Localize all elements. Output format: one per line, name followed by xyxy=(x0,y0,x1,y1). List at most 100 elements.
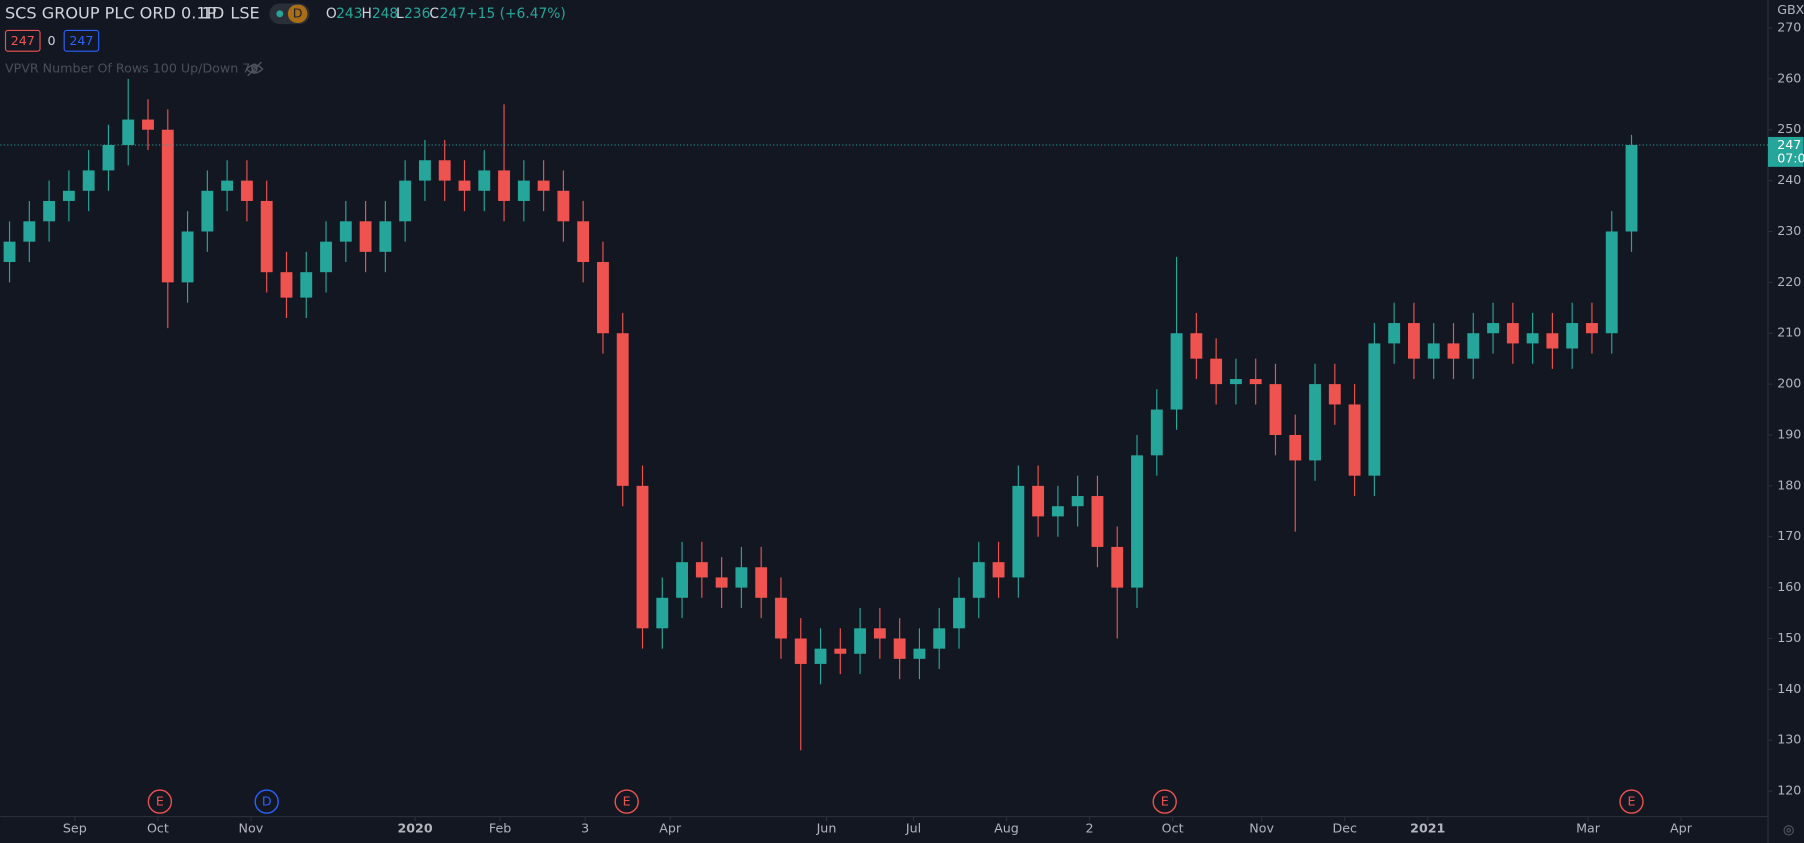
event-marker xyxy=(147,789,173,814)
candle-body xyxy=(43,200,56,222)
legend-low-label: L xyxy=(396,6,404,22)
candle-body xyxy=(142,119,154,130)
candle-body xyxy=(438,160,451,181)
candle-body xyxy=(1506,323,1519,344)
event-label: E xyxy=(156,794,164,809)
legend-close-label: C xyxy=(429,6,439,22)
badge: D xyxy=(293,5,303,20)
buy-price[interactable]: 247 xyxy=(69,33,93,48)
candle-body xyxy=(933,628,946,649)
y-tick-label: 190 xyxy=(1777,426,1801,441)
x-tick-label: Nov xyxy=(1249,821,1274,836)
event-label: E xyxy=(623,794,631,809)
candle-body xyxy=(1447,343,1460,359)
y-tick-label: 120 xyxy=(1777,783,1801,798)
candle-body xyxy=(1586,323,1598,334)
event-marker xyxy=(1619,789,1644,814)
candle-body xyxy=(240,180,253,201)
x-tick-label: Jul xyxy=(905,821,921,836)
candle-body xyxy=(794,638,807,664)
x-tick-label: Oct xyxy=(1162,821,1184,836)
candle-body xyxy=(1348,404,1361,476)
candle-body xyxy=(1625,144,1638,232)
candle-body xyxy=(577,221,590,263)
candle-body xyxy=(992,562,1005,578)
candle-body xyxy=(1210,358,1223,385)
candle-body xyxy=(498,170,510,201)
x-tick-label: 2020 xyxy=(397,821,432,836)
x-tick-label: Dec xyxy=(1332,821,1357,836)
candle-body xyxy=(300,272,313,298)
y-tick-label: 200 xyxy=(1777,376,1801,391)
event-marker xyxy=(614,789,639,814)
symbol-title: SCS GROUP PLC ORD 0.1P xyxy=(5,3,217,22)
candle-body xyxy=(873,628,886,639)
sell-price[interactable]: 247 xyxy=(11,33,35,48)
candle-body xyxy=(221,180,234,191)
candle-body xyxy=(181,231,194,283)
candle-body xyxy=(23,221,36,242)
legend-high-label: H xyxy=(361,6,371,22)
candle-body xyxy=(1131,455,1143,588)
y-tick-label: 170 xyxy=(1777,528,1801,543)
y-tick-label: 130 xyxy=(1777,732,1801,747)
candle-body xyxy=(1388,323,1401,344)
candle-body xyxy=(1309,384,1321,461)
candle-body xyxy=(260,200,273,273)
candle-body xyxy=(1269,384,1282,435)
legend-open-label: O xyxy=(326,6,337,22)
candle-body xyxy=(735,567,748,588)
candle-body xyxy=(893,638,906,659)
candle-body xyxy=(537,180,550,191)
last-price-label: 247 xyxy=(1777,137,1801,152)
candle-body xyxy=(339,221,352,242)
candle-body xyxy=(1111,546,1124,588)
y-tick-label: 210 xyxy=(1777,325,1801,340)
candle-body xyxy=(1487,323,1499,334)
x-tick-label: 2 xyxy=(1086,821,1094,836)
candle-body xyxy=(1368,343,1381,476)
event-label: E xyxy=(1161,794,1169,809)
x-tick-label: Mar xyxy=(1576,821,1601,836)
candle-body xyxy=(1566,323,1579,349)
legend-high: 248 xyxy=(372,6,398,22)
candle-body xyxy=(953,597,965,629)
candle-body xyxy=(1190,333,1203,359)
x-tick-label: Apr xyxy=(1670,821,1693,836)
x-tick-label: Oct xyxy=(147,821,169,836)
candle-body xyxy=(517,180,530,201)
candle-body xyxy=(1546,333,1559,349)
candle-body xyxy=(1467,333,1480,359)
event-label: E xyxy=(1628,794,1636,809)
candle-body xyxy=(280,272,293,298)
interval: 1D xyxy=(202,3,225,22)
legend-low: 236 xyxy=(404,6,430,22)
candle-body xyxy=(320,241,332,273)
event-label: D xyxy=(262,794,272,809)
candle-body xyxy=(695,562,708,578)
x-tick-label: Nov xyxy=(239,821,264,836)
x-tick-label: Jun xyxy=(816,821,837,836)
candle-body xyxy=(1605,231,1618,334)
sell-box[interactable] xyxy=(4,29,41,52)
y-tick-label: 260 xyxy=(1777,70,1801,85)
candle-body xyxy=(1071,496,1084,507)
candle-body xyxy=(122,119,135,145)
candle-body xyxy=(1328,384,1341,405)
candle-body xyxy=(913,648,926,659)
buy-box[interactable] xyxy=(63,29,100,52)
currency: GBX xyxy=(1777,2,1804,17)
x-tick-label: Aug xyxy=(994,821,1019,836)
eye-icon[interactable] xyxy=(245,61,264,77)
candle-body xyxy=(82,170,95,191)
y-tick-label: 140 xyxy=(1777,681,1801,696)
y-tick-label: 160 xyxy=(1777,579,1801,594)
last-price-box xyxy=(1768,136,1804,167)
settings-icon[interactable] xyxy=(1783,825,1794,836)
candle-body xyxy=(102,144,115,171)
candle-body xyxy=(755,567,768,598)
candle-body xyxy=(715,577,728,588)
exchange: LSE xyxy=(230,3,259,22)
